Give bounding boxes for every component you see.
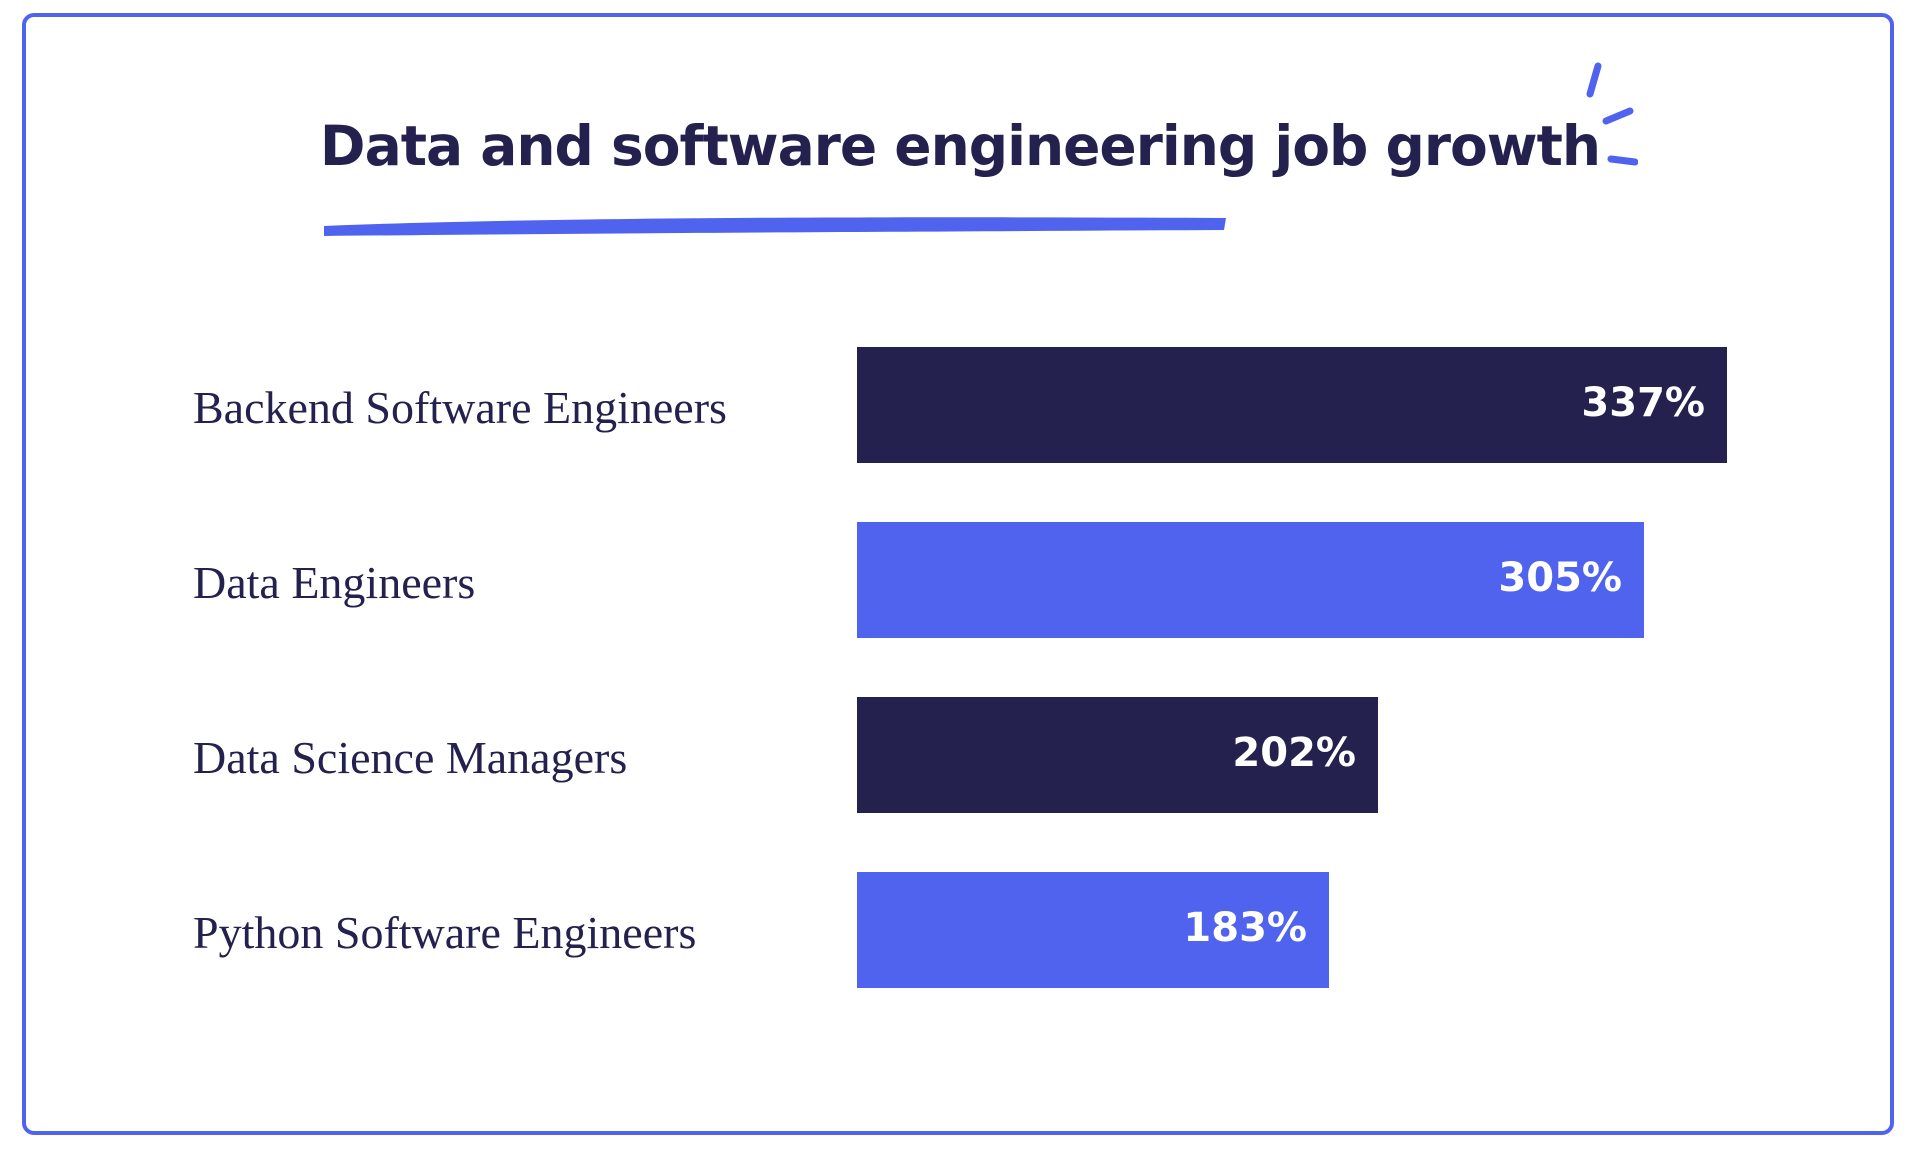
category-label: Data Science Managers — [193, 732, 628, 783]
title-underline — [324, 217, 1226, 236]
value-label: 183% — [1183, 905, 1307, 951]
value-label: 305% — [1498, 555, 1622, 601]
value-label: 202% — [1232, 730, 1356, 776]
bar — [857, 872, 1329, 988]
chart-title: Data and software engineering job growth — [319, 114, 1601, 178]
bar — [857, 347, 1727, 463]
category-label: Backend Software Engineers — [193, 382, 727, 433]
value-label: 337% — [1581, 380, 1705, 426]
sparkle-icon — [1586, 62, 1638, 166]
bar — [857, 522, 1644, 638]
category-label: Data Engineers — [193, 557, 476, 608]
category-label: Python Software Engineers — [193, 907, 697, 958]
bar — [857, 697, 1378, 813]
